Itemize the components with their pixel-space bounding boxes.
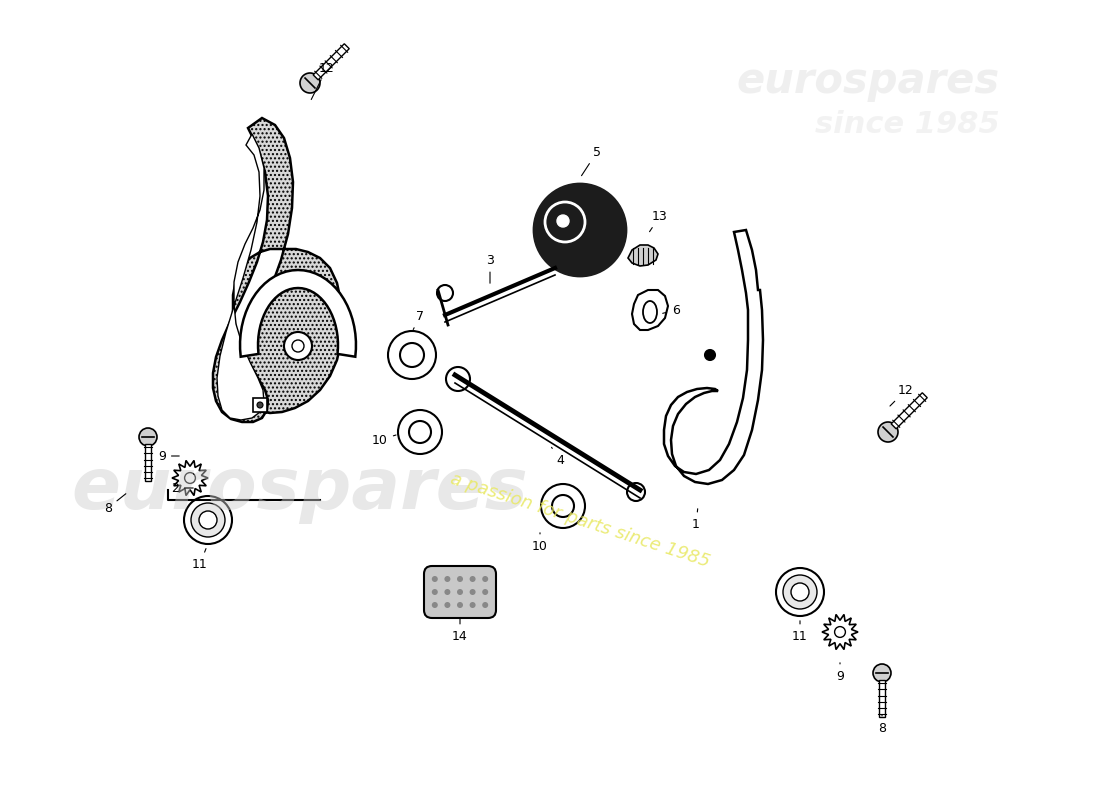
Text: 8: 8 [878, 714, 886, 734]
Circle shape [552, 495, 574, 517]
Text: 6: 6 [662, 303, 680, 317]
Circle shape [791, 583, 808, 601]
Circle shape [557, 215, 569, 227]
Text: 12: 12 [890, 383, 914, 406]
Circle shape [482, 602, 488, 608]
Circle shape [185, 473, 196, 483]
Text: 5: 5 [582, 146, 601, 176]
Circle shape [432, 589, 438, 595]
Circle shape [705, 350, 715, 360]
Polygon shape [217, 134, 264, 420]
Circle shape [284, 332, 312, 360]
Polygon shape [253, 398, 267, 412]
Polygon shape [172, 461, 208, 495]
Polygon shape [891, 393, 927, 429]
Text: 8: 8 [104, 494, 125, 514]
Circle shape [398, 410, 442, 454]
Circle shape [627, 483, 645, 501]
Text: a passion for parts since 1985: a passion for parts since 1985 [448, 470, 712, 570]
Circle shape [409, 421, 431, 443]
Circle shape [437, 285, 453, 301]
Circle shape [873, 664, 891, 682]
Circle shape [400, 343, 424, 367]
Ellipse shape [644, 301, 657, 323]
Text: 10: 10 [372, 434, 396, 446]
Circle shape [199, 511, 217, 529]
Circle shape [456, 576, 463, 582]
Circle shape [432, 602, 438, 608]
Circle shape [184, 496, 232, 544]
Polygon shape [879, 680, 886, 717]
Circle shape [835, 626, 846, 638]
Circle shape [257, 402, 263, 408]
Text: 7: 7 [414, 310, 424, 330]
Circle shape [470, 576, 475, 582]
Polygon shape [314, 44, 349, 80]
Text: eurospares: eurospares [72, 455, 528, 525]
Polygon shape [628, 245, 658, 266]
Text: 13: 13 [649, 210, 668, 232]
Polygon shape [632, 290, 668, 330]
Text: 11: 11 [792, 621, 807, 642]
Circle shape [470, 602, 475, 608]
Circle shape [456, 602, 463, 608]
Circle shape [776, 568, 824, 616]
Polygon shape [145, 444, 151, 481]
Text: 14: 14 [452, 618, 468, 642]
Polygon shape [213, 118, 342, 422]
Text: 2: 2 [172, 482, 194, 494]
Text: since 1985: since 1985 [815, 110, 1000, 139]
Circle shape [444, 602, 450, 608]
Circle shape [482, 589, 488, 595]
Text: 4: 4 [551, 447, 564, 466]
FancyBboxPatch shape [424, 566, 496, 618]
Polygon shape [240, 270, 356, 357]
Circle shape [292, 340, 304, 352]
Text: 3: 3 [486, 254, 494, 283]
Text: 11: 11 [192, 549, 208, 570]
Circle shape [444, 589, 450, 595]
Circle shape [878, 422, 898, 442]
Text: 1: 1 [692, 509, 700, 530]
Circle shape [534, 184, 626, 276]
Circle shape [470, 589, 475, 595]
Circle shape [783, 575, 817, 609]
Polygon shape [822, 614, 858, 650]
Text: eurospares: eurospares [737, 60, 1000, 102]
Circle shape [456, 589, 463, 595]
Text: 12: 12 [311, 62, 334, 99]
Circle shape [541, 484, 585, 528]
Circle shape [432, 576, 438, 582]
Circle shape [139, 428, 157, 446]
Polygon shape [664, 230, 763, 484]
Text: 9: 9 [158, 450, 179, 462]
Circle shape [482, 576, 488, 582]
Circle shape [388, 331, 436, 379]
Text: 9: 9 [836, 662, 844, 682]
Circle shape [446, 367, 470, 391]
Circle shape [300, 73, 320, 93]
Circle shape [191, 503, 225, 537]
Text: 10: 10 [532, 533, 548, 553]
Circle shape [444, 576, 450, 582]
